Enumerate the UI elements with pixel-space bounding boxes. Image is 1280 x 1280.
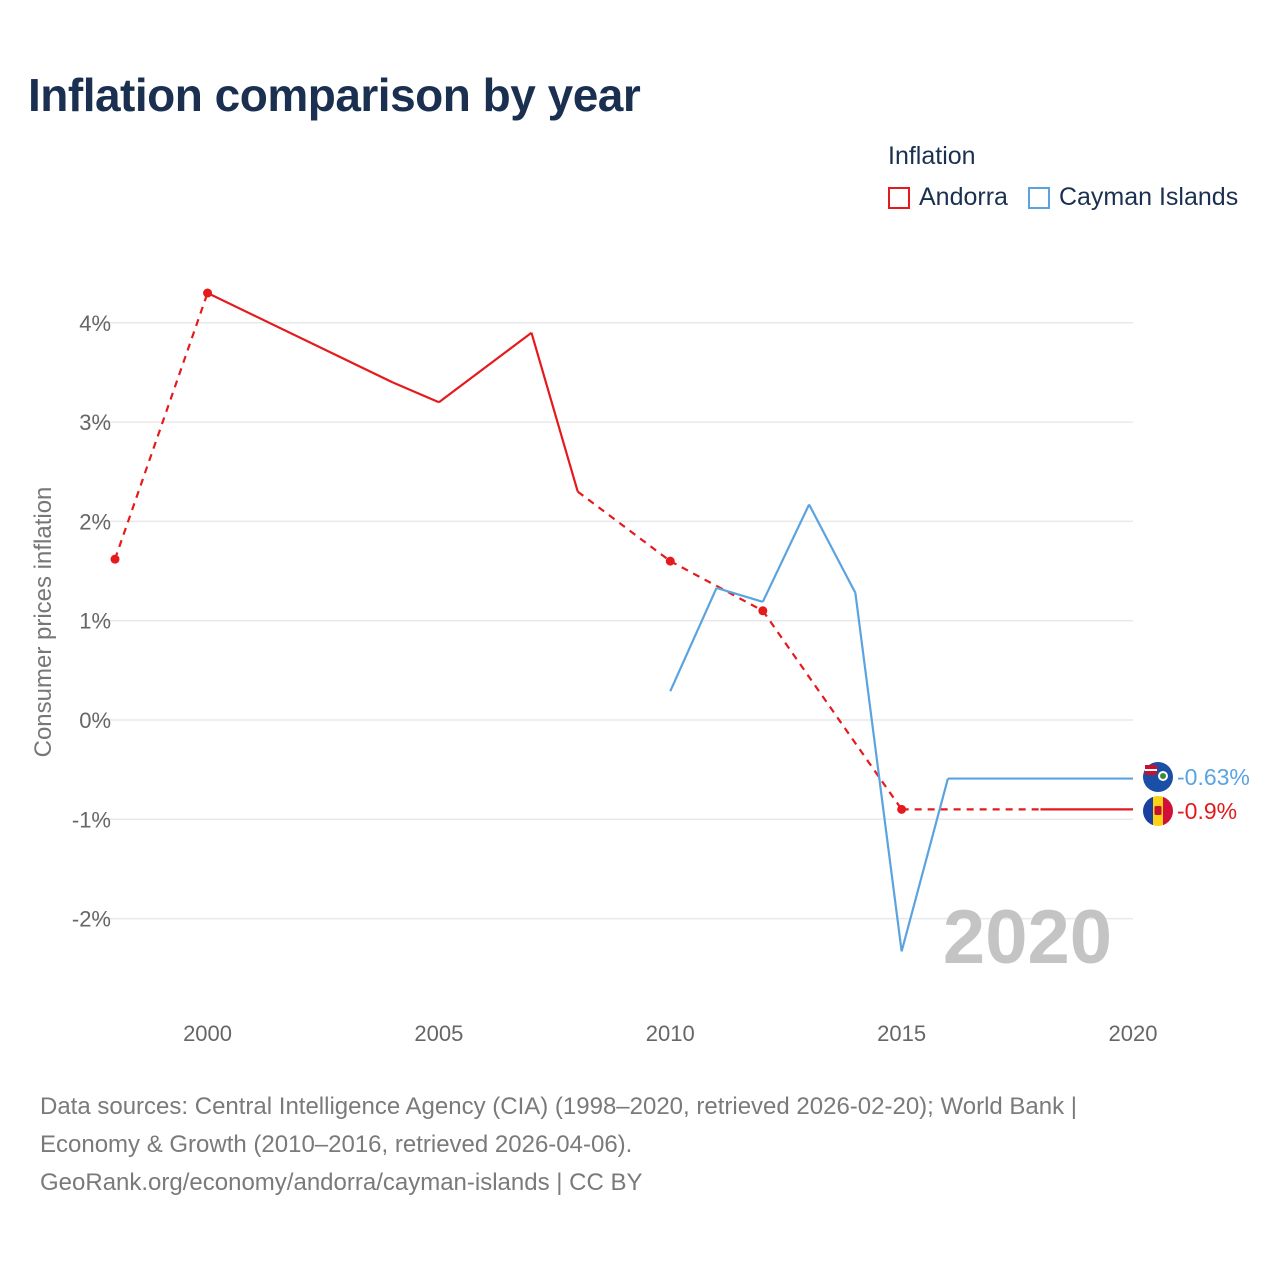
y-axis-label: Consumer prices inflation <box>30 487 57 758</box>
y-tick-label: 0% <box>79 708 111 733</box>
series-cayman-islands <box>669 504 1133 952</box>
flag-cayman-islands-icon <box>1143 762 1173 792</box>
end-label-andorra: -0.9% <box>1177 798 1237 824</box>
series-segment <box>392 381 440 404</box>
flag-stripe-red <box>1163 796 1173 826</box>
x-tick-label: 2020 <box>1109 1021 1158 1046</box>
series-segment <box>854 592 903 952</box>
legend-label-andorra: Andorra <box>919 183 1008 211</box>
x-tick-label: 2005 <box>414 1021 463 1046</box>
x-axis-ticks: 2000 2005 2010 2015 2020 <box>183 1021 1157 1046</box>
data-point <box>203 288 213 298</box>
series-segment <box>530 332 579 492</box>
series-segment <box>761 504 811 603</box>
series-segment <box>669 560 718 587</box>
y-tick-label: 4% <box>79 311 111 336</box>
year-watermark: 2020 <box>943 895 1112 980</box>
legend-swatch-andorra <box>888 186 910 209</box>
flag-canton-cross <box>1145 769 1157 771</box>
footer-sources-line2: Economy & Growth (2010–2016, retrieved 2… <box>40 1131 633 1158</box>
x-tick-label: 2000 <box>183 1021 232 1046</box>
series-segment <box>716 586 764 603</box>
y-tick-label: -1% <box>72 807 111 832</box>
legend-swatch-cayman-islands <box>1027 186 1050 209</box>
footer-credit: GeoRank.org/economy/andorra/cayman-islan… <box>40 1169 643 1196</box>
series-segment <box>207 292 394 384</box>
y-axis-ticks: 4% 3% 2% 1% 0% -1% -2% <box>72 311 111 932</box>
end-label-cayman-islands: -0.63% <box>1177 764 1250 790</box>
flag-stripes <box>1143 796 1173 826</box>
x-tick-label: 2015 <box>877 1021 926 1046</box>
data-point <box>110 554 120 564</box>
legend-label-cayman-islands: Cayman Islands <box>1058 183 1239 211</box>
series-segment <box>761 610 903 811</box>
footer-sources-line1: Data sources: Central Intelligence Agenc… <box>40 1093 1078 1120</box>
data-point <box>665 556 675 566</box>
flag-stripe-blue <box>1143 796 1153 826</box>
series-segment <box>669 587 718 692</box>
series <box>110 288 1133 952</box>
flag-emblem <box>1154 806 1162 815</box>
y-tick-label: 1% <box>79 609 111 634</box>
series-segment <box>438 331 533 404</box>
data-point <box>758 606 768 616</box>
series-andorra <box>110 288 1133 814</box>
chart-title: Inflation comparison by year <box>28 69 641 121</box>
flag-badge-inner <box>1160 773 1166 779</box>
series-segment <box>113 292 209 560</box>
footer: Data sources: Central Intelligence Agenc… <box>40 1088 1240 1202</box>
y-tick-label: 3% <box>79 410 111 435</box>
y-tick-label: -2% <box>72 907 111 932</box>
series-segment <box>900 778 949 952</box>
legend: Inflation Andorra Cayman Islands <box>888 142 1258 212</box>
flag-andorra-icon <box>1143 796 1173 826</box>
series-segment <box>577 490 671 562</box>
legend-item-cayman-islands[interactable]: Cayman Islands <box>1027 183 1239 212</box>
legend-item-andorra[interactable]: Andorra <box>888 183 1008 212</box>
series-segment <box>716 584 764 612</box>
legend-title: Inflation <box>888 142 976 170</box>
data-point <box>897 804 907 814</box>
gridlines <box>92 322 1133 920</box>
series-segment <box>808 504 857 594</box>
y-tick-label: 2% <box>79 509 111 534</box>
x-tick-label: 2010 <box>646 1021 695 1046</box>
end-labels: -0.9% -0.63% <box>1143 762 1250 826</box>
